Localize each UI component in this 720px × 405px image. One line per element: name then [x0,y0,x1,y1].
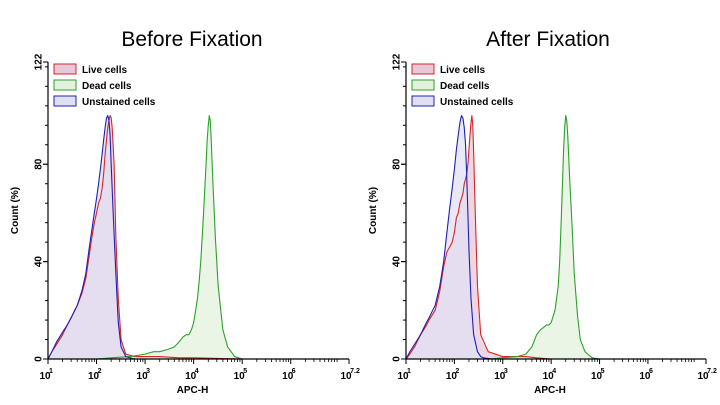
legend-label-1: Live cells [82,65,127,76]
x-tick-exponent: 2 [98,368,102,375]
x-tick-label: 10 [185,371,197,382]
legend-label-1: Live cells [440,65,485,76]
legend-swatch-3 [411,95,435,107]
y-tick-label: 122 [34,53,45,70]
x-tick-exponent: 3 [504,368,508,375]
x-tick-label: 10 [397,371,409,382]
x-tick-label: 10 [282,371,294,382]
x-tick-label: 10 [697,371,709,382]
series-area-3 [406,115,706,359]
chart-title: Before Fixation [121,28,262,51]
x-tick-exponent: 5 [601,368,605,375]
x-tick-label: 10 [340,371,352,382]
x-tick-exponent: 1 [407,368,411,375]
legend-swatch-2 [411,79,435,91]
series-line-2 [406,115,706,360]
x-tick-label: 10 [639,371,651,382]
series-area-2 [406,115,706,359]
x-axis-label: APC-H [177,385,209,396]
x-tick-exponent: 7.2 [350,368,360,375]
y-tick-label: 80 [392,158,403,170]
x-tick-label: 10 [591,371,603,382]
x-tick-exponent: 1 [49,368,53,375]
x-tick-exponent: 6 [649,368,653,375]
legend-swatch-3 [53,95,77,107]
y-axis-label: Count (%) [368,187,379,234]
x-tick-exponent: 2 [455,368,459,375]
y-tick-label: 0 [34,356,45,362]
chart-title: After Fixation [486,28,610,51]
legend-swatch-2 [53,79,77,91]
x-tick-label: 10 [543,371,555,382]
legend-swatch-1 [53,63,77,75]
x-tick-exponent: 4 [195,368,199,375]
legend-label-3: Unstained cells [82,97,156,108]
series-area-2 [48,115,349,359]
x-axis-label: APC-H [534,385,566,396]
y-tick-label: 40 [34,256,45,268]
x-tick-label: 10 [88,371,100,382]
x-tick-exponent: 6 [292,368,296,375]
y-tick-label: 40 [392,256,403,268]
x-tick-label: 10 [494,371,506,382]
legend-swatch-1 [411,63,435,75]
legend-label-2: Dead cells [440,81,490,92]
series-line-1 [405,115,706,360]
x-tick-label: 10 [137,371,149,382]
y-tick-label: 80 [34,158,45,170]
y-tick-label: 122 [392,53,403,70]
x-tick-exponent: 4 [552,368,556,375]
legend-label-2: Dead cells [82,81,132,92]
x-tick-label: 10 [234,371,246,382]
x-tick-exponent: 7.2 [707,368,717,375]
series-line-2 [48,115,349,360]
series-line-3 [405,115,706,360]
x-tick-label: 10 [446,371,458,382]
y-tick-label: 0 [392,356,403,362]
x-tick-exponent: 3 [146,368,150,375]
legend-label-3: Unstained cells [440,97,514,108]
x-tick-label: 10 [39,371,51,382]
y-axis-label: Count (%) [10,187,21,234]
x-tick-exponent: 5 [243,368,247,375]
series-area-3 [48,115,349,359]
series-line-3 [47,115,349,360]
